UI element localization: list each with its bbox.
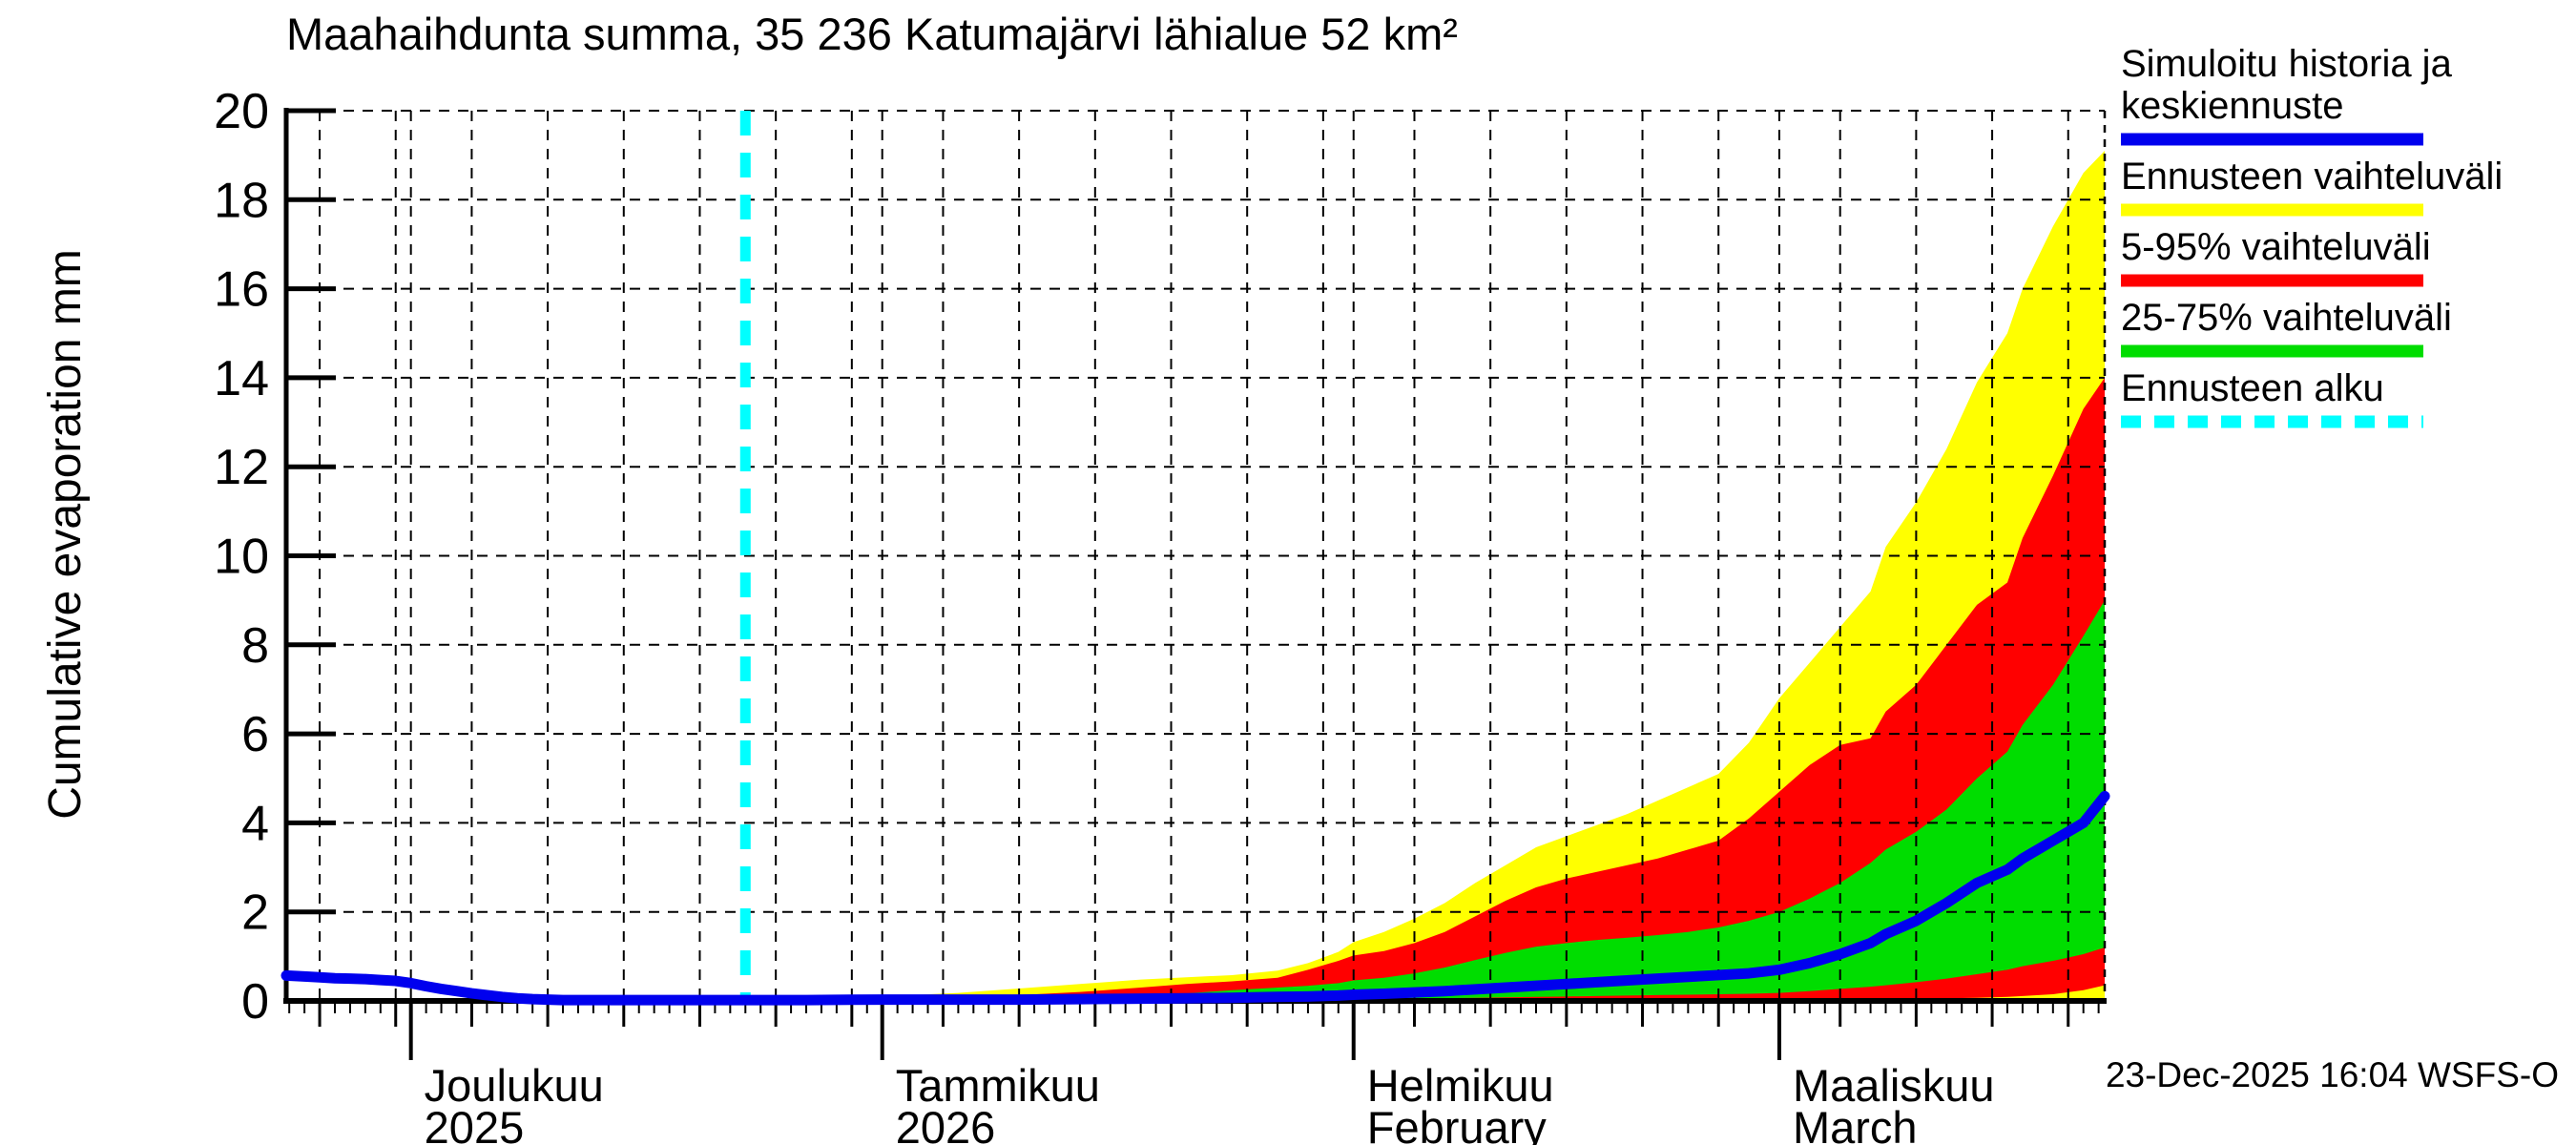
y-tick-label: 16 xyxy=(214,262,269,318)
plot-gridlines xyxy=(286,110,2107,1001)
y-tick-label: 8 xyxy=(241,618,269,674)
y-axis-tick-labels: 0 2 4 6 8 10 12 14 16 18 20 xyxy=(214,84,269,1030)
y-tick-label: 10 xyxy=(214,530,269,585)
month-label: Joulukuu xyxy=(425,1060,604,1111)
simulated-history-and-median-line xyxy=(280,790,2110,1006)
band-25-75 xyxy=(745,600,2105,1001)
y-tick-label: 2 xyxy=(241,885,269,941)
band-5-95 xyxy=(745,377,2105,1001)
fan-bands xyxy=(745,150,2105,1001)
y-tick-label: 12 xyxy=(214,440,269,495)
legend-label-forecast-start: Ennusteen alku xyxy=(2121,367,2384,409)
y-tick-label: 18 xyxy=(214,173,269,228)
month-sublabel: February xyxy=(1367,1102,1548,1145)
month-sublabel: 2025 xyxy=(425,1102,525,1145)
y-tick-label: 20 xyxy=(214,84,269,139)
y-tick-label: 4 xyxy=(241,796,269,851)
month-sublabel: 2026 xyxy=(896,1102,996,1145)
legend-label-simulated-history-and-median: keskiennuste xyxy=(2121,85,2343,127)
month-label: Helmikuu xyxy=(1367,1060,1554,1111)
month-label: Tammikuu xyxy=(896,1060,1100,1111)
y-tick-label: 0 xyxy=(241,974,269,1030)
month-label: Maaliskuu xyxy=(1793,1060,1995,1111)
y-axis-label: Cumulative evaporation mm xyxy=(40,249,91,820)
median-line-group xyxy=(280,790,2110,1006)
y-tick-label: 14 xyxy=(214,351,269,406)
legend-label-range-25-75: 25-75% vaihteluväli xyxy=(2121,297,2452,339)
legend-label-simulated-history-and-median: Simuloitu historia ja xyxy=(2121,43,2453,85)
timestamp: 23-Dec-2025 16:04 WSFS-O xyxy=(2106,1055,2559,1094)
chart-title: Maahaihdunta summa, 35 236 Katumajärvi l… xyxy=(286,9,1458,59)
band-total-range xyxy=(745,150,2105,1001)
y-tick-label: 6 xyxy=(241,707,269,762)
legend-label-forecast-total-range: Ennusteen vaihteluväli xyxy=(2121,156,2503,198)
month-sublabel: March xyxy=(1793,1102,1918,1145)
legend-label-range-5-95: 5-95% vaihteluväli xyxy=(2121,226,2431,268)
